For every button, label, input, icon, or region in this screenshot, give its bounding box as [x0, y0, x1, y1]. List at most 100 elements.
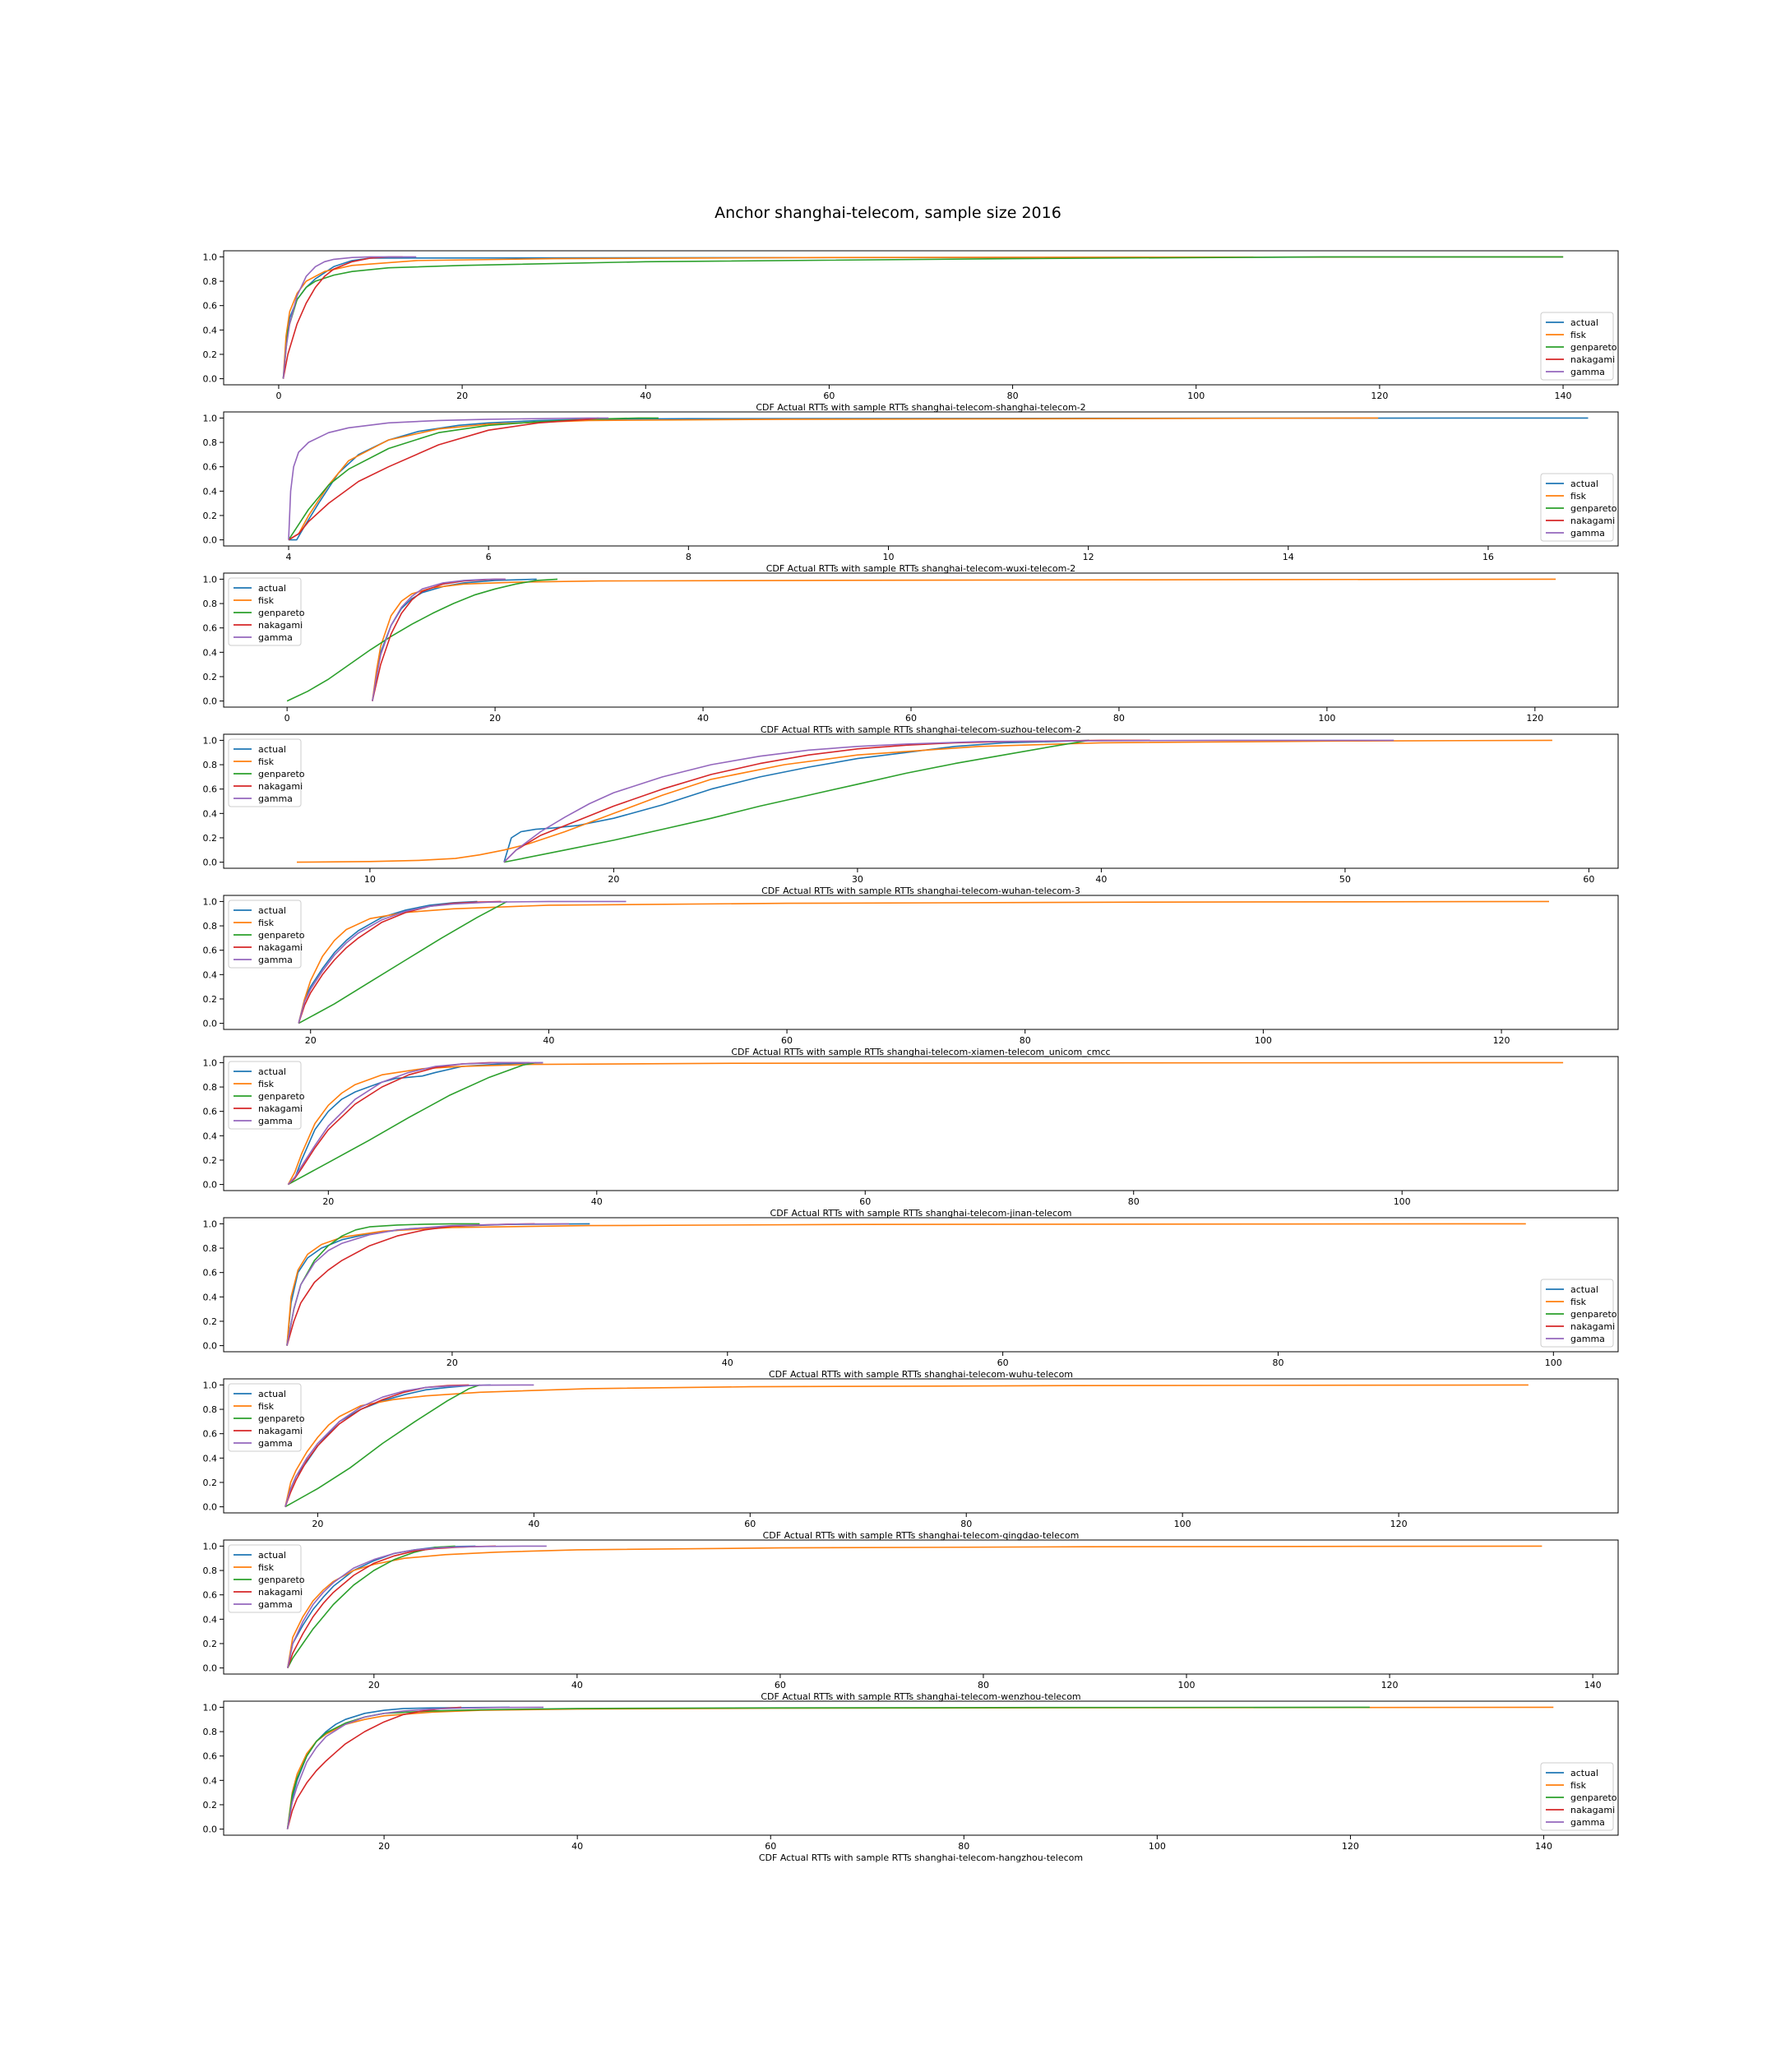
axes-frame	[223, 1539, 1619, 1675]
series-line-fisk	[282, 256, 1564, 379]
subplot-6: 20 40 60 80 100 0.0 0.2 0.4 0.6 0.8 1.0 CDF Actual …	[203, 1056, 1619, 1219]
legend-label-nakagami: nakagami	[258, 620, 303, 631]
series-line-actual	[298, 900, 478, 1024]
series-line-genpareto	[284, 1384, 480, 1508]
legend-box	[228, 1061, 302, 1130]
x-tick-label: 20	[446, 1357, 458, 1368]
y-tick-label: 1.0	[203, 1380, 218, 1390]
series-line-gamma	[287, 1061, 543, 1186]
series-group	[286, 1223, 1526, 1346]
series-group	[287, 1545, 1542, 1668]
y-tick-label: 0.0	[203, 858, 218, 868]
legend-label-genpareto: genpareto	[1570, 503, 1617, 514]
y-tick-label: 0.2	[203, 1478, 218, 1488]
y-tick-label: 0.4	[203, 808, 218, 819]
y-tick-label: 0.6	[203, 623, 218, 634]
x-axis-label: CDF Actual RTTs with sample RTTs shangha…	[756, 402, 1085, 413]
y-tick-label: 0.6	[203, 1590, 218, 1601]
subplot-7: 20 40 60 80 100 0.0 0.2 0.4 0.6 0.8 1.0 CDF Actual …	[203, 1217, 1619, 1380]
y-tick-label: 0.4	[203, 1775, 218, 1786]
x-tick-label: 30	[852, 874, 863, 885]
legend-label-genpareto: genpareto	[258, 1091, 305, 1102]
subplot-9: 20 40 60 80 100 120 140 0.0 0.2 0.4 0.6 0.8 1.0 CDF A…	[203, 1539, 1619, 1702]
x-tick-label: 60	[997, 1357, 1009, 1368]
series-line-nakagami	[287, 1061, 530, 1186]
series-line-fisk	[288, 417, 1379, 541]
y-tick-label: 0.8	[203, 599, 218, 609]
legend-label-fisk: fisk	[1570, 1297, 1587, 1307]
y-tick-label: 0.4	[203, 1614, 218, 1625]
x-tick-label: 80	[1007, 391, 1019, 401]
series-group	[298, 900, 1550, 1024]
legend-label-fisk: fisk	[1570, 491, 1587, 502]
legend-label-genpareto: genpareto	[1570, 1309, 1617, 1320]
x-tick-label: 80	[1128, 1196, 1140, 1207]
legend-box	[228, 900, 302, 969]
legend-label-actual: actual	[1570, 317, 1598, 328]
x-tick-label: 4	[286, 552, 292, 562]
x-tick-label: 60	[744, 1519, 756, 1529]
legend-label-actual: actual	[1570, 1284, 1598, 1295]
y-tick-label: 1.0	[203, 1702, 218, 1713]
legend-label-actual: actual	[258, 744, 286, 755]
series-line-gamma	[372, 578, 506, 701]
y-tick-label: 0.0	[203, 1019, 218, 1029]
x-axis-label: CDF Actual RTTs with sample RTTs shangha…	[761, 724, 1081, 735]
axes-frame	[223, 411, 1619, 547]
series-line-actual	[503, 739, 1089, 863]
y-tick-label: 1.0	[203, 574, 218, 585]
y-tick-label: 0.6	[203, 1751, 218, 1762]
legend-box	[228, 577, 302, 646]
series-line-actual	[289, 417, 1589, 541]
legend-label-gamma: gamma	[258, 793, 293, 804]
x-tick-label: 6	[486, 552, 492, 562]
x-tick-label: 120	[1526, 713, 1543, 724]
legend-label-nakagami: nakagami	[258, 942, 303, 953]
y-tick-label: 0.0	[203, 535, 218, 546]
x-tick-label: 60	[775, 1680, 786, 1690]
y-tick-label: 1.0	[203, 252, 218, 262]
series-line-genpareto	[288, 417, 659, 541]
series-line-genpareto	[286, 578, 558, 702]
legend-label-nakagami: nakagami	[1570, 354, 1615, 365]
y-tick-label: 0.4	[203, 1292, 218, 1302]
x-tick-label: 140	[1584, 1680, 1602, 1690]
series-group	[296, 739, 1552, 863]
y-tick-label: 0.6	[203, 1429, 218, 1440]
y-tick-label: 0.2	[203, 833, 218, 844]
series-line-fisk	[287, 1061, 1564, 1185]
y-tick-label: 0.2	[203, 1800, 218, 1811]
x-tick-label: 60	[765, 1841, 776, 1852]
y-tick-label: 0.4	[203, 969, 218, 980]
y-tick-label: 0.8	[203, 1082, 218, 1093]
legend-label-gamma: gamma	[1570, 367, 1605, 377]
legend-box	[1540, 1279, 1614, 1348]
series-group	[282, 256, 1564, 379]
x-tick-label: 14	[1283, 552, 1294, 562]
legend-label-nakagami: nakagami	[258, 1587, 303, 1598]
series-line-actual	[372, 578, 537, 701]
x-tick-label: 0	[284, 713, 290, 724]
x-tick-label: 100	[1255, 1035, 1272, 1046]
x-tick-label: 50	[1339, 874, 1351, 885]
x-tick-label: 60	[905, 713, 917, 724]
x-tick-label: 20	[378, 1841, 390, 1852]
x-tick-label: 40	[591, 1196, 603, 1207]
legend-label-actual: actual	[1570, 479, 1598, 489]
axes-frame	[223, 250, 1619, 386]
legend-label-nakagami: nakagami	[1570, 1805, 1615, 1815]
x-tick-label: 80	[1272, 1357, 1283, 1368]
y-tick-label: 0.2	[203, 994, 218, 1005]
y-tick-label: 0.4	[203, 325, 218, 335]
x-tick-label: 100	[1187, 391, 1205, 401]
axes-frame	[223, 1378, 1619, 1514]
legend-label-genpareto: genpareto	[258, 1575, 305, 1585]
x-tick-label: 100	[1149, 1841, 1166, 1852]
legend-label-fisk: fisk	[258, 1079, 275, 1089]
subplot-3: 0 20 40 60 80 100 120 0.0 0.2 0.4 0.6 0.8 1.0 CDF Act…	[203, 572, 1619, 735]
